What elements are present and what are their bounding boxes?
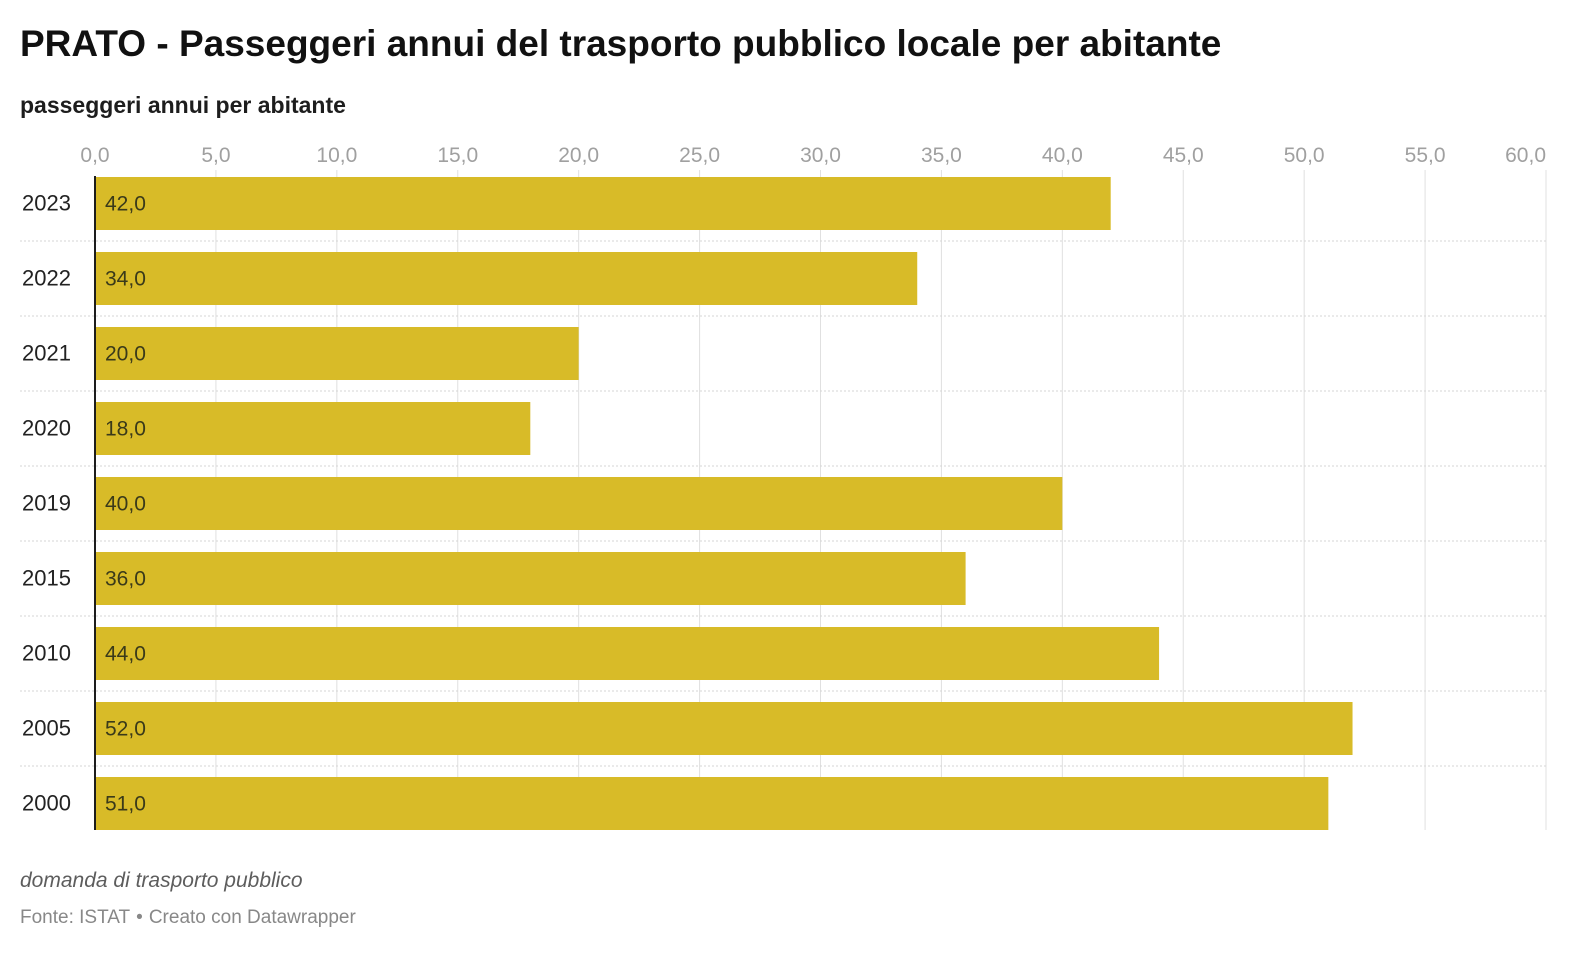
x-tick-label: 15,0 <box>437 144 478 167</box>
category-label: 2019 <box>22 491 71 516</box>
chart-title: PRATO - Passeggeri annui del trasporto p… <box>20 23 1222 64</box>
x-tick-label: 10,0 <box>316 144 357 167</box>
bar-chart: 42,0 34,0 20,0 18,0 40,0 36,0 44,0 52,0 51,0 202… <box>20 144 1547 830</box>
category-label: 2023 <box>22 191 71 216</box>
x-tick-label: 25,0 <box>679 144 720 167</box>
bar <box>95 552 966 605</box>
value-label: 51,0 <box>105 793 146 816</box>
source-text: Fonte: ISTAT <box>20 907 131 928</box>
x-tick-label: 20,0 <box>558 144 599 167</box>
x-tick-label: 45,0 <box>1163 144 1204 167</box>
bar <box>95 777 1329 830</box>
bar <box>95 177 1111 230</box>
category-labels: 2023 2022 2021 2020 2019 2015 2010 2005 2000 <box>22 191 71 816</box>
category-label: 2015 <box>22 566 71 591</box>
bar <box>95 702 1353 755</box>
bars <box>95 177 1353 830</box>
value-label: 34,0 <box>105 268 146 291</box>
category-label: 2010 <box>22 641 71 666</box>
x-tick-label: 50,0 <box>1284 144 1325 167</box>
footer-separator: • <box>136 907 143 928</box>
x-tick-label: 60,0 <box>1505 144 1546 167</box>
credit-text: Creato con Datawrapper <box>148 907 356 928</box>
category-label: 2022 <box>22 266 71 291</box>
chart-subtitle: passeggeri annui per abitante <box>20 92 346 118</box>
category-label: 2020 <box>22 416 71 441</box>
category-label: 2005 <box>22 716 71 741</box>
bar <box>95 477 1063 530</box>
x-tick-label: 30,0 <box>800 144 841 167</box>
value-label: 36,0 <box>105 568 146 591</box>
x-tick-label: 35,0 <box>921 144 962 167</box>
value-label: 42,0 <box>105 193 146 216</box>
x-axis-ticks: 0,0 5,0 10,0 15,0 20,0 25,0 30,0 35,0 40,0 45,0 50… <box>80 144 1546 167</box>
category-label: 2021 <box>22 341 71 366</box>
bar <box>95 402 531 455</box>
x-tick-label: 40,0 <box>1042 144 1083 167</box>
bar <box>95 327 579 380</box>
value-label: 44,0 <box>105 643 146 666</box>
value-labels: 42,0 34,0 20,0 18,0 40,0 36,0 44,0 52,0 51,0 <box>105 193 146 816</box>
x-tick-label: 55,0 <box>1405 144 1446 167</box>
bar <box>95 252 918 305</box>
value-label: 52,0 <box>105 718 146 741</box>
value-label: 40,0 <box>105 493 146 516</box>
x-tick-label: 5,0 <box>201 144 230 167</box>
value-label: 20,0 <box>105 343 146 366</box>
category-label: 2000 <box>22 791 71 816</box>
chart-footer: Fonte: ISTAT • Creato con Datawrapper <box>20 905 356 931</box>
bar <box>95 627 1160 680</box>
x-tick-label: 0,0 <box>80 144 109 167</box>
value-label: 18,0 <box>105 418 146 441</box>
chart-notes: domanda di trasporto pubblico <box>20 869 303 892</box>
